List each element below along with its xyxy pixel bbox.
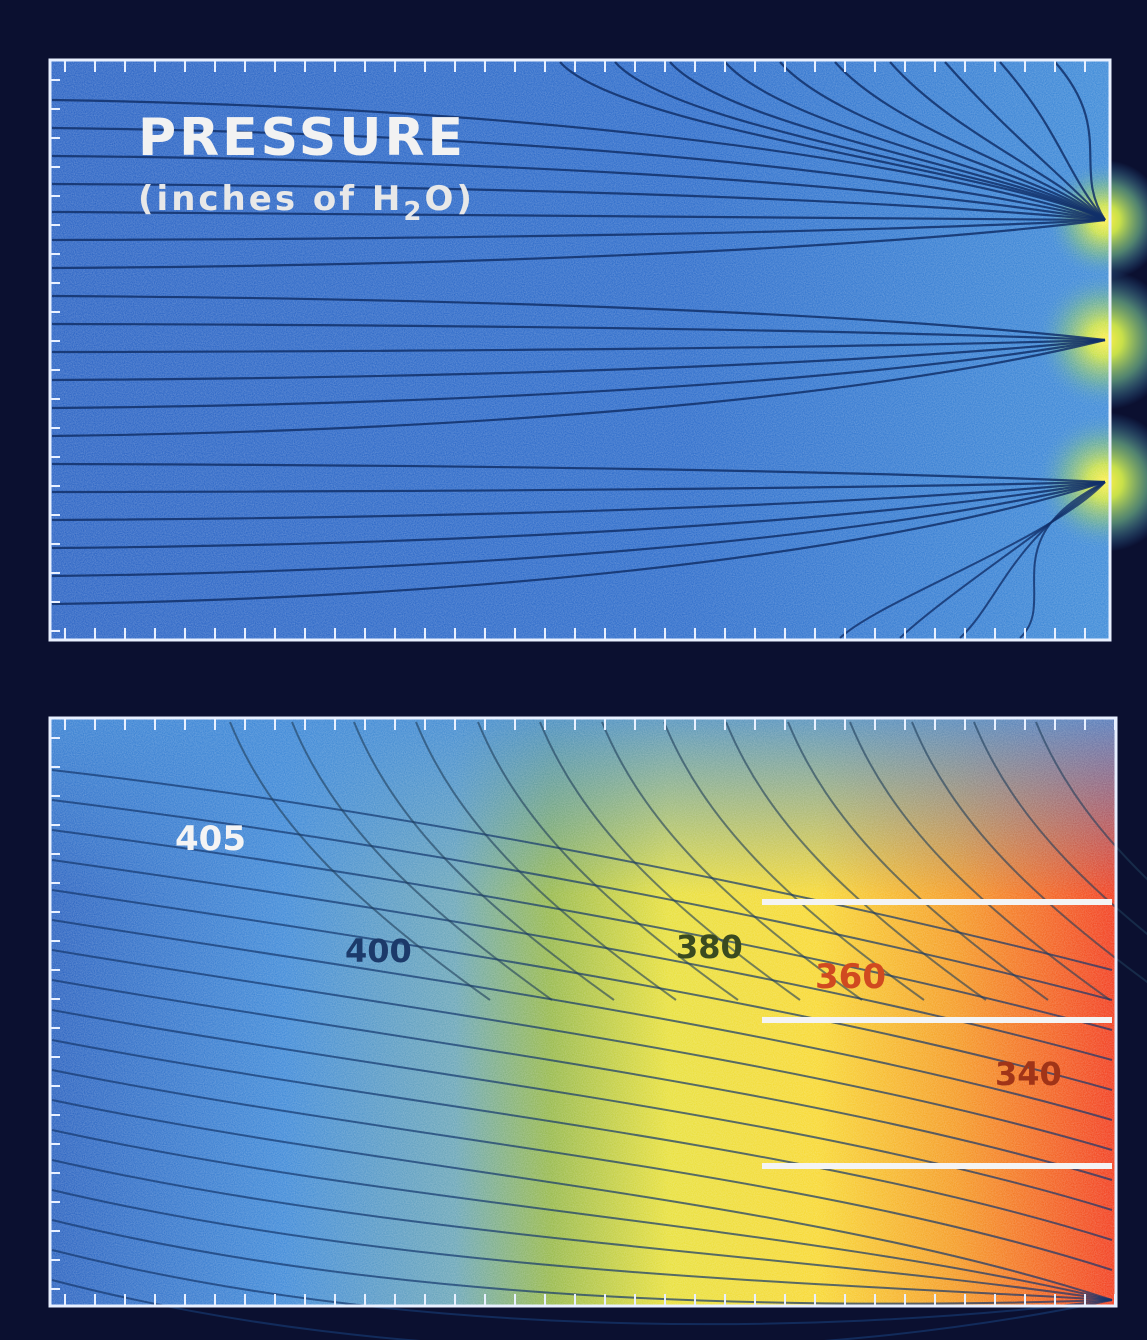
contour-label: 400	[345, 932, 412, 970]
noise	[50, 718, 1116, 1306]
title: PRESSURE	[138, 108, 466, 168]
contour-label: 360	[815, 957, 886, 997]
page: {"top_panel": {"title": "PRESSURE", "sub…	[0, 0, 1147, 1340]
top-panel: PRESSURE (inches of H2O)	[50, 60, 1147, 640]
subtitle-text: O)	[424, 179, 474, 219]
screen-photo: PRESSURE (inches of H2O) 405 400 380 360…	[0, 0, 1147, 1340]
contour-label: 380	[676, 928, 743, 966]
subscript: 2	[403, 197, 424, 227]
subtitle-text: (inches of H	[138, 179, 403, 219]
contour-label: 405	[175, 819, 246, 859]
bottom-panel: 405 400 380 360 340	[50, 718, 1147, 1340]
contour-label: 340	[995, 1055, 1062, 1093]
